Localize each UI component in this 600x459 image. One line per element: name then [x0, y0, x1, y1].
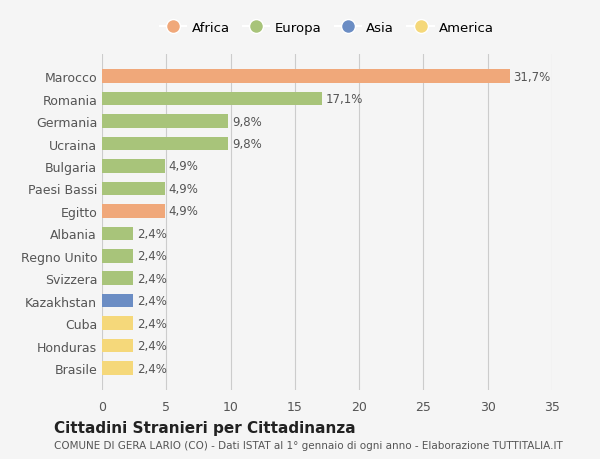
Legend: Africa, Europa, Asia, America: Africa, Europa, Asia, America — [156, 18, 498, 39]
Text: 2,4%: 2,4% — [137, 317, 167, 330]
Bar — [102, 294, 133, 308]
Bar — [102, 227, 133, 241]
Text: 9,8%: 9,8% — [232, 115, 262, 129]
Bar — [102, 272, 133, 285]
Bar — [102, 250, 133, 263]
Bar — [102, 317, 133, 330]
Text: 4,9%: 4,9% — [169, 205, 199, 218]
Text: 2,4%: 2,4% — [137, 250, 167, 263]
Text: 2,4%: 2,4% — [137, 362, 167, 375]
Bar — [102, 138, 228, 151]
Text: 17,1%: 17,1% — [326, 93, 363, 106]
Text: 2,4%: 2,4% — [137, 339, 167, 353]
Bar — [102, 70, 509, 84]
Bar — [102, 362, 133, 375]
Text: 2,4%: 2,4% — [137, 227, 167, 241]
Bar — [102, 205, 165, 218]
Text: 9,8%: 9,8% — [232, 138, 262, 151]
Text: Cittadini Stranieri per Cittadinanza: Cittadini Stranieri per Cittadinanza — [54, 420, 356, 435]
Text: 4,9%: 4,9% — [169, 183, 199, 196]
Bar — [102, 182, 165, 196]
Text: 4,9%: 4,9% — [169, 160, 199, 173]
Bar — [102, 339, 133, 353]
Bar — [102, 93, 322, 106]
Text: COMUNE DI GERA LARIO (CO) - Dati ISTAT al 1° gennaio di ogni anno - Elaborazione: COMUNE DI GERA LARIO (CO) - Dati ISTAT a… — [54, 440, 563, 450]
Bar — [102, 160, 165, 174]
Text: 31,7%: 31,7% — [514, 71, 551, 84]
Text: 2,4%: 2,4% — [137, 272, 167, 285]
Bar — [102, 115, 228, 129]
Text: 2,4%: 2,4% — [137, 295, 167, 308]
